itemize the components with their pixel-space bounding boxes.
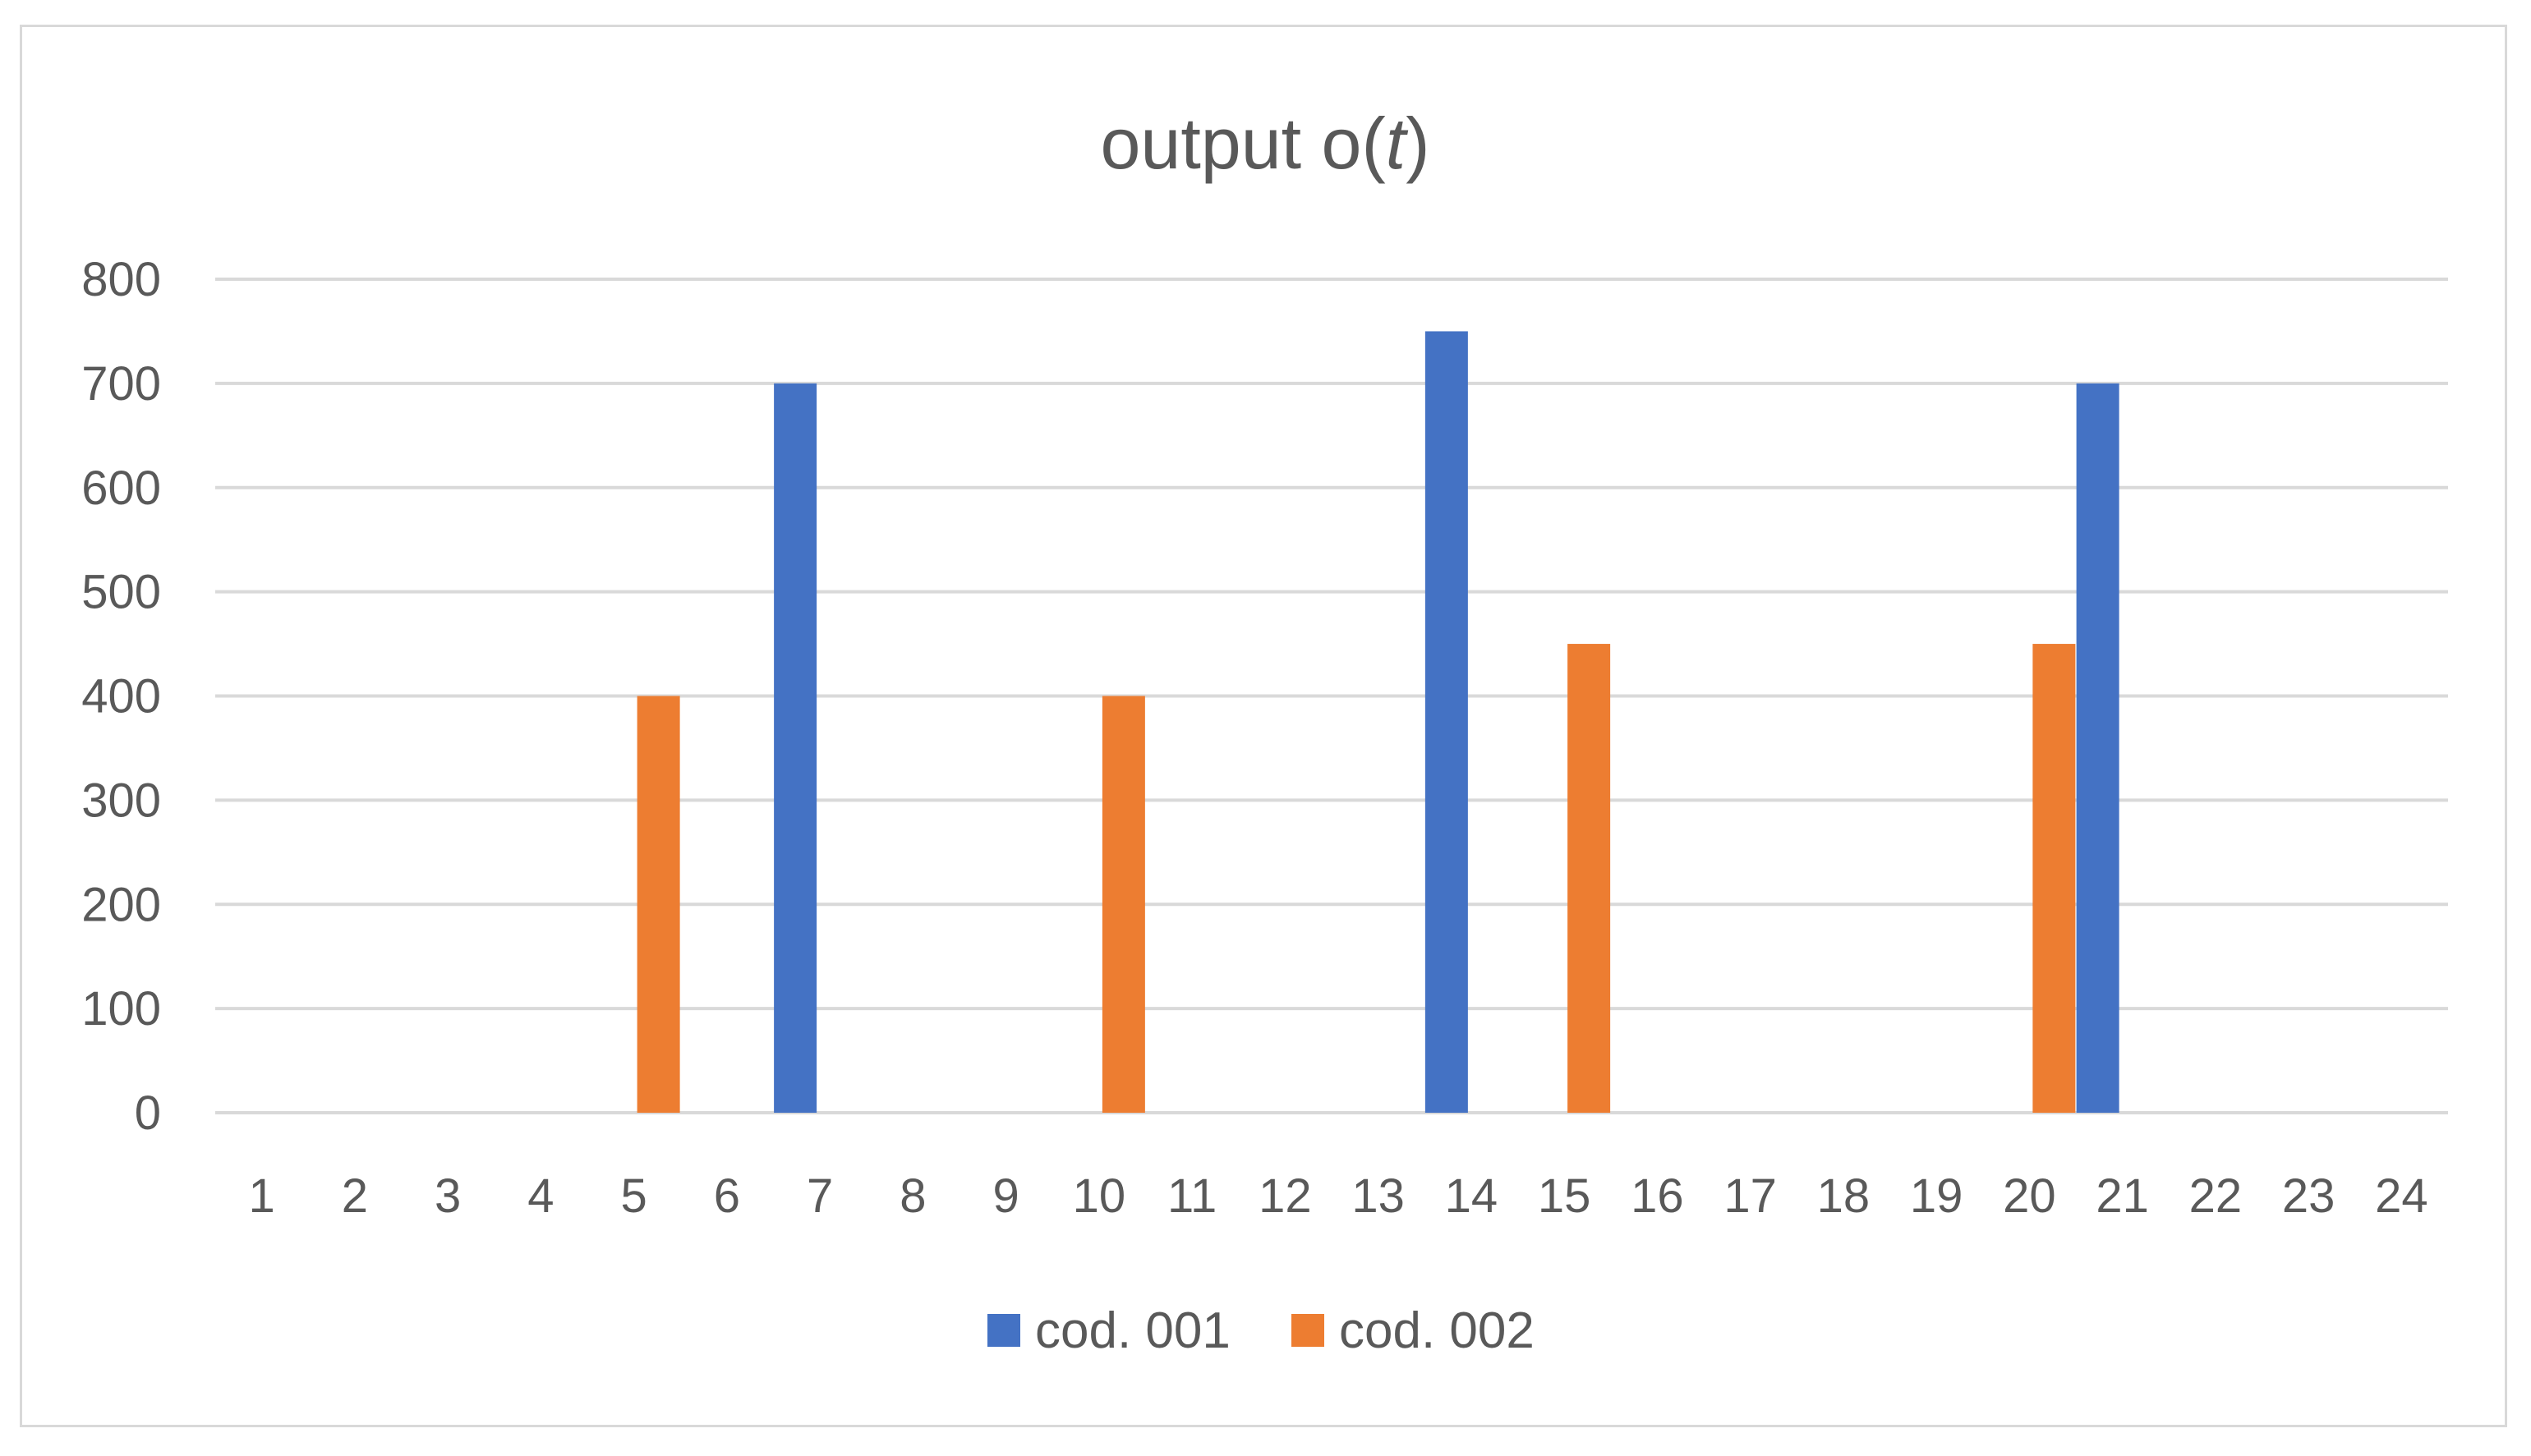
x-tick-label: 1 [248, 1169, 274, 1223]
x-tick-label: 19 [1910, 1169, 1963, 1223]
bar [2032, 644, 2076, 1113]
legend-swatch [987, 1314, 1020, 1347]
y-axis-ticks: 0 100 200 300 400 500 600 700 800 [81, 253, 161, 1140]
bars [637, 331, 2119, 1113]
x-tick-label: 5 [620, 1169, 647, 1223]
chart-title: output o(t) [1100, 103, 1429, 184]
bar [1567, 644, 1611, 1113]
x-tick-label: 17 [1723, 1169, 1777, 1223]
legend: cod. 001 cod. 002 [987, 1302, 1535, 1359]
x-tick-label: 7 [807, 1169, 833, 1223]
x-tick-label: 16 [1631, 1169, 1684, 1223]
y-tick-label: 300 [81, 774, 161, 827]
bar [637, 696, 680, 1113]
x-tick-label: 4 [527, 1169, 554, 1223]
chart-title-prefix: output o( [1100, 103, 1385, 184]
y-tick-label: 400 [81, 670, 161, 723]
y-tick-label: 0 [135, 1086, 161, 1140]
x-tick-label: 11 [1167, 1169, 1217, 1223]
x-axis-ticks: 1 2 3 4 5 6 7 8 9 10 11 12 13 14 15 16 17 18 19 20 21 22 23 24 [248, 1169, 2427, 1223]
bar [774, 383, 817, 1113]
bar [1424, 331, 1468, 1113]
x-tick-label: 9 [992, 1169, 1019, 1223]
x-tick-label: 24 [2375, 1169, 2428, 1223]
x-tick-label: 20 [2003, 1169, 2056, 1223]
y-tick-label: 500 [81, 566, 161, 619]
x-tick-label: 23 [2282, 1169, 2335, 1223]
bar [1102, 696, 1145, 1113]
x-tick-label: 21 [2096, 1169, 2149, 1223]
gridlines [215, 278, 2448, 1114]
x-tick-label: 8 [900, 1169, 926, 1223]
x-tick-label: 6 [714, 1169, 740, 1223]
x-tick-label: 10 [1073, 1169, 1126, 1223]
y-tick-label: 200 [81, 878, 161, 931]
y-tick-label: 100 [81, 982, 161, 1036]
legend-label: cod. 001 [1035, 1302, 1231, 1359]
x-tick-label: 22 [2189, 1169, 2243, 1223]
y-tick-label: 800 [81, 253, 161, 306]
x-tick-label: 2 [342, 1169, 368, 1223]
x-tick-label: 13 [1351, 1169, 1405, 1223]
x-tick-label: 15 [1538, 1169, 1591, 1223]
x-tick-label: 3 [435, 1169, 461, 1223]
legend-swatch [1291, 1314, 1324, 1347]
chart-title-variable: t [1386, 103, 1409, 184]
x-tick-label: 12 [1259, 1169, 1312, 1223]
chart-title-suffix: ) [1406, 103, 1429, 184]
y-tick-label: 600 [81, 462, 161, 515]
x-tick-label: 14 [1445, 1169, 1498, 1223]
x-tick-label: 18 [1817, 1169, 1871, 1223]
y-tick-label: 700 [81, 357, 161, 411]
legend-label: cod. 002 [1339, 1302, 1535, 1359]
bar [2076, 383, 2119, 1113]
